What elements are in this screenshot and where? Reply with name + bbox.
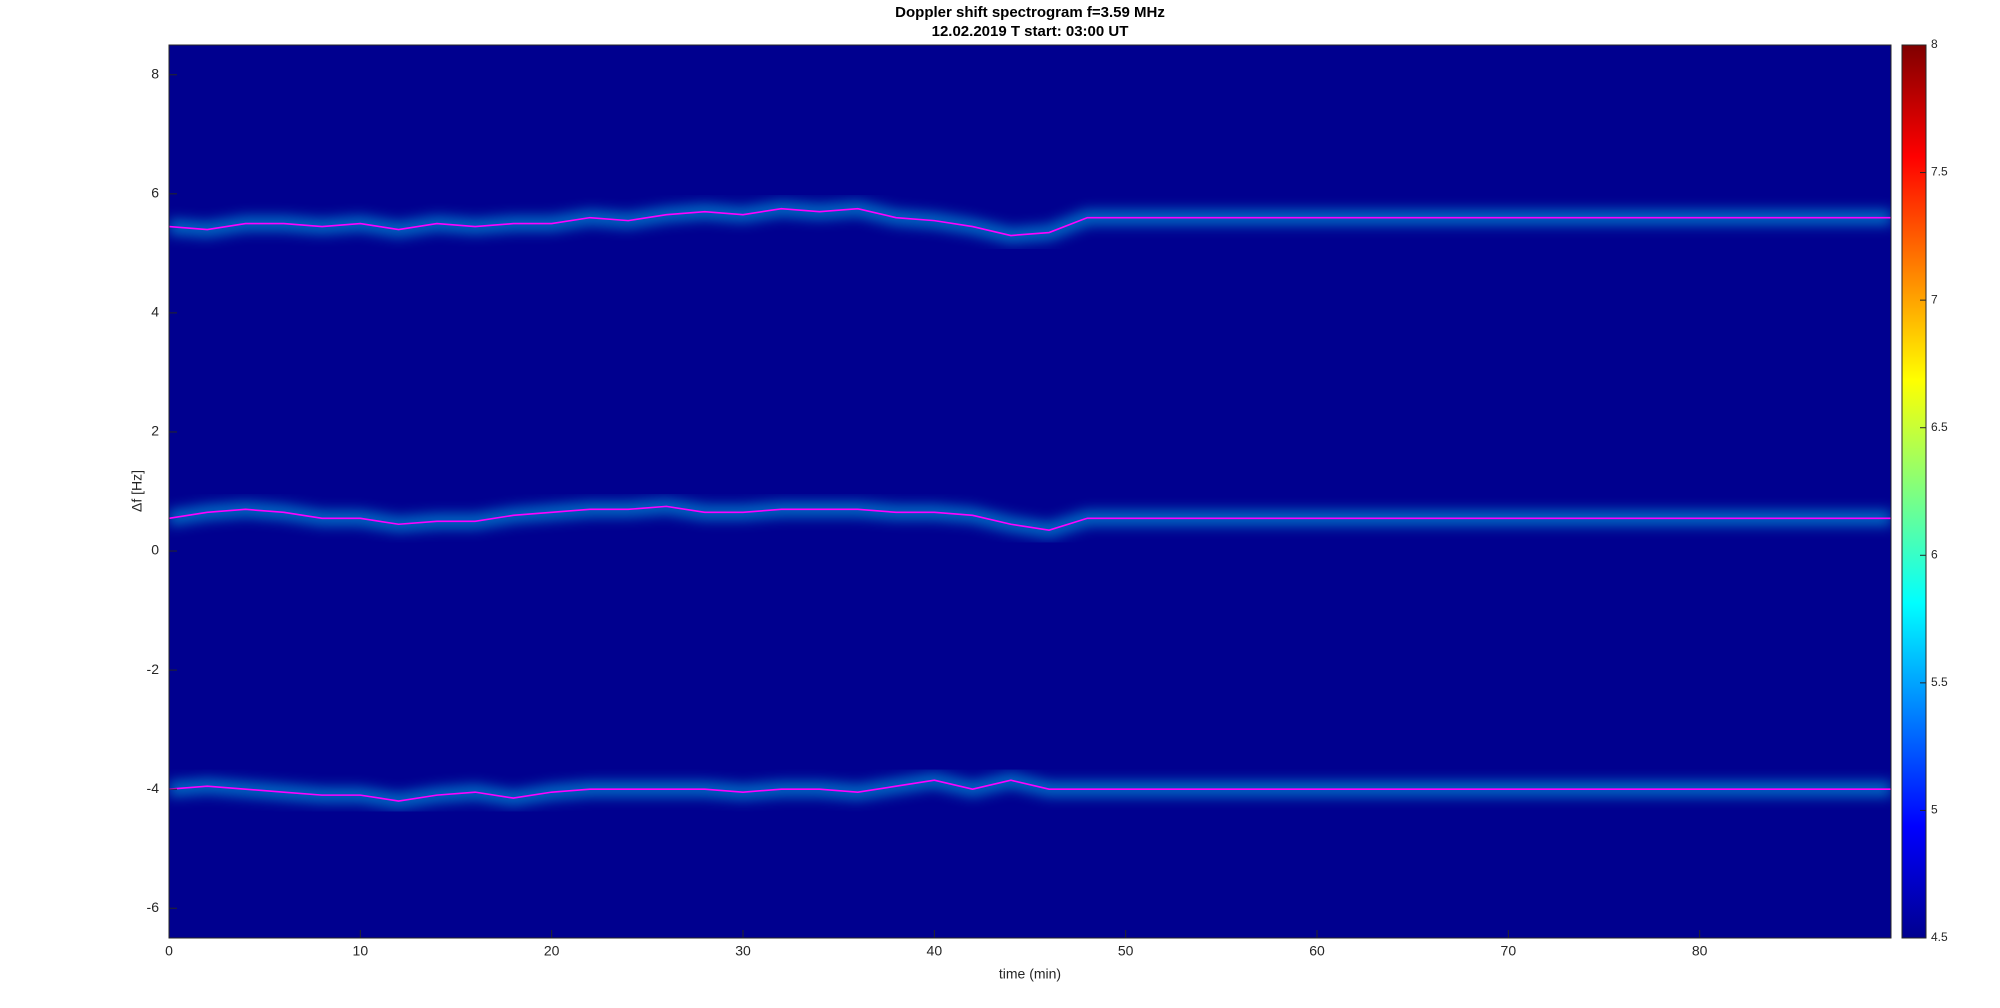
x-tick-label: 70: [1501, 943, 1517, 959]
y-tick-label: 6: [151, 185, 159, 201]
chart-subtitle: 12.02.2019 T start: 03:00 UT: [932, 23, 1129, 40]
x-tick-label: 20: [544, 943, 560, 959]
plot-frame: [168, 44, 1892, 939]
trace-line: [169, 779, 1891, 802]
plot-area: [169, 200, 1891, 810]
colorbar: [1901, 44, 1927, 939]
colorbar-tick-label: 4.5: [1931, 930, 1948, 944]
x-tick-label: 30: [735, 943, 751, 959]
colorbar-tick-label: 6.5: [1931, 420, 1948, 434]
y-tick-label: 4: [151, 304, 159, 320]
x-tick-label: 0: [165, 943, 173, 959]
y-tick-label: -4: [147, 780, 160, 796]
trace-line: [169, 505, 1891, 532]
colorbar-tick-label: 7: [1931, 292, 1938, 306]
colorbar-tick-label: 7.5: [1931, 165, 1948, 179]
colorbar-tick-label: 5: [1931, 803, 1938, 817]
colorbar-tick-label: 8: [1931, 37, 1938, 51]
colorbar-tick-label: 5.5: [1931, 675, 1948, 689]
x-tick-label: 10: [353, 943, 369, 959]
x-tick-label: 80: [1692, 943, 1708, 959]
y-tick-label: 2: [151, 423, 159, 439]
y-tick-label: -2: [147, 661, 160, 677]
x-axis-label: time (min): [999, 966, 1061, 982]
chart-title: Doppler shift spectrogram f=3.59 MHz: [895, 4, 1165, 21]
y-tick-label: 8: [151, 65, 159, 81]
x-tick-label: 40: [927, 943, 943, 959]
colorbar-tick-label: 6: [1931, 547, 1938, 561]
x-tick-label: 60: [1309, 943, 1325, 959]
y-tick-label: 0: [151, 542, 159, 558]
trace-line: [169, 207, 1891, 237]
y-axis-label: Δf [Hz]: [129, 470, 145, 512]
y-tick-label: -6: [147, 899, 160, 915]
x-tick-label: 50: [1118, 943, 1134, 959]
